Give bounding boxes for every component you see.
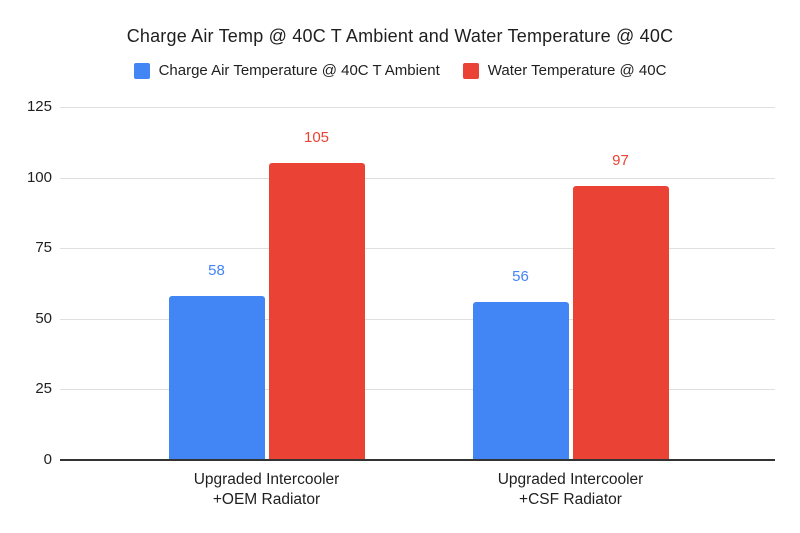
bar-value-label: 58 [208,261,225,279]
legend-swatch-blue-icon [133,62,150,79]
legend-swatch-red-icon [462,62,479,79]
legend-item-charge-air: Charge Air Temperature @ 40C T Ambient [133,62,440,79]
bar [268,163,365,460]
bar [168,295,265,460]
bar-value-label: 97 [612,151,629,169]
bar-value-label: 105 [303,129,330,147]
y-tick-label: 125 [26,98,52,115]
chart-legend: Charge Air Temperature @ 40C T Ambient W… [0,62,800,79]
bar-value-label: 56 [512,267,529,285]
gridline [60,389,775,390]
bar [472,301,569,460]
y-tick-label: 25 [35,380,52,397]
y-tick-label: 100 [26,168,52,186]
bar [572,185,669,460]
chart-title: Charge Air Temp @ 40C T Ambient and Wate… [126,26,674,46]
y-tick-label: 50 [35,309,52,327]
y-tick-label: 75 [35,239,52,256]
legend-item-water-temp: Water Temperature @ 40C [462,62,667,79]
x-category-label: Upgraded Intercooler +OEM Radiator [193,471,340,508]
legend-label: Water Temperature @ 40C [487,62,667,79]
gridline [60,318,775,320]
gridline [60,248,775,249]
x-axis-line [60,458,775,461]
x-category-label: Upgraded Intercooler +CSF Radiator [497,471,644,508]
y-tick-label: 0 [43,450,52,468]
legend-label: Charge Air Temperature @ 40C T Ambient [158,62,440,79]
gridline [60,177,775,179]
gridline [60,107,775,108]
